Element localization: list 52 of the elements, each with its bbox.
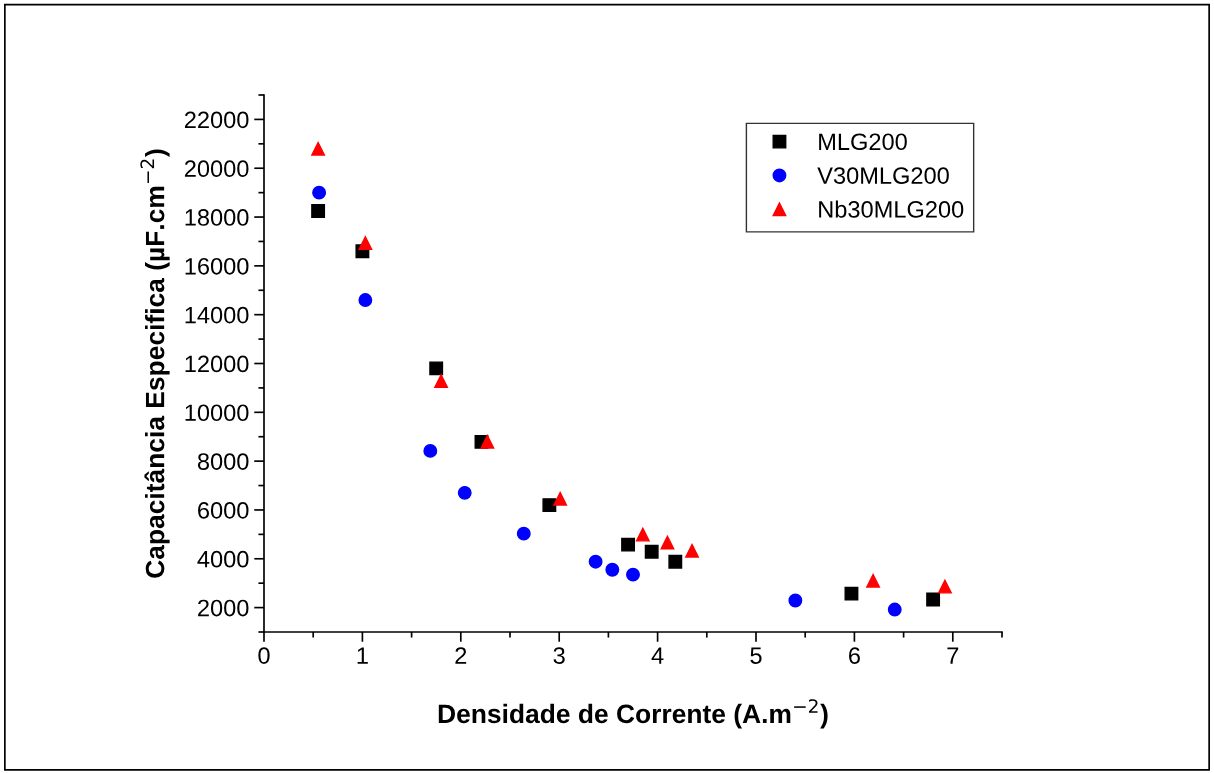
point — [311, 141, 326, 156]
legend-label: MLG200 — [819, 133, 907, 151]
y-tick-label: 18000 — [185, 209, 249, 226]
y-tick-label: 14000 — [185, 306, 249, 324]
legend-label: Nb30MLG200 — [819, 200, 964, 218]
y-tick-label: 8000 — [197, 453, 249, 470]
point — [887, 602, 902, 617]
point — [358, 236, 373, 251]
y-axis-title: Capacitância Especifica (µF.cm$^{−2}$) — [140, 149, 170, 578]
point — [866, 573, 881, 588]
x-tick-label: 3 — [553, 647, 565, 664]
point — [423, 443, 438, 458]
point — [605, 562, 620, 577]
y-tick-label: 10000 — [185, 404, 249, 422]
point — [660, 535, 675, 550]
point — [668, 554, 683, 569]
point — [480, 434, 495, 449]
x-tick-label: 7 — [947, 647, 959, 664]
point — [516, 526, 531, 541]
point — [635, 527, 650, 542]
x-axis-title: Densidade de Corrente (A.m$^{−2}$) — [438, 699, 828, 729]
point — [312, 185, 327, 200]
point — [434, 374, 449, 389]
point — [621, 537, 636, 552]
point — [311, 203, 326, 218]
point — [626, 567, 640, 582]
x-tick-label: 0 — [258, 647, 270, 664]
legend-label: V30MLG200 — [817, 167, 949, 184]
point — [926, 592, 941, 607]
y-tick-label: 16000 — [185, 257, 249, 275]
y-tick-label: 12000 — [185, 355, 249, 373]
point — [644, 544, 659, 559]
x-tick-label: 2 — [455, 647, 467, 664]
y-tick-label: 6000 — [198, 502, 249, 519]
x-tick-label: 1 — [357, 647, 368, 664]
point — [553, 491, 568, 506]
y-tick-label: 20000 — [184, 160, 249, 178]
point — [457, 485, 472, 500]
y-tick-label: 22000 — [184, 111, 249, 129]
point — [588, 554, 603, 569]
y-tick-label: 2000 — [198, 599, 249, 617]
x-tick-label: 6 — [849, 647, 860, 664]
point — [542, 498, 557, 513]
point — [937, 579, 952, 594]
x-tick-label: 5 — [750, 647, 762, 664]
point — [429, 361, 444, 376]
point — [685, 543, 699, 558]
point — [358, 293, 373, 307]
x-tick-label: 4 — [651, 647, 664, 664]
point — [844, 586, 859, 601]
point — [788, 593, 803, 608]
y-tick-label: 4000 — [197, 550, 249, 568]
